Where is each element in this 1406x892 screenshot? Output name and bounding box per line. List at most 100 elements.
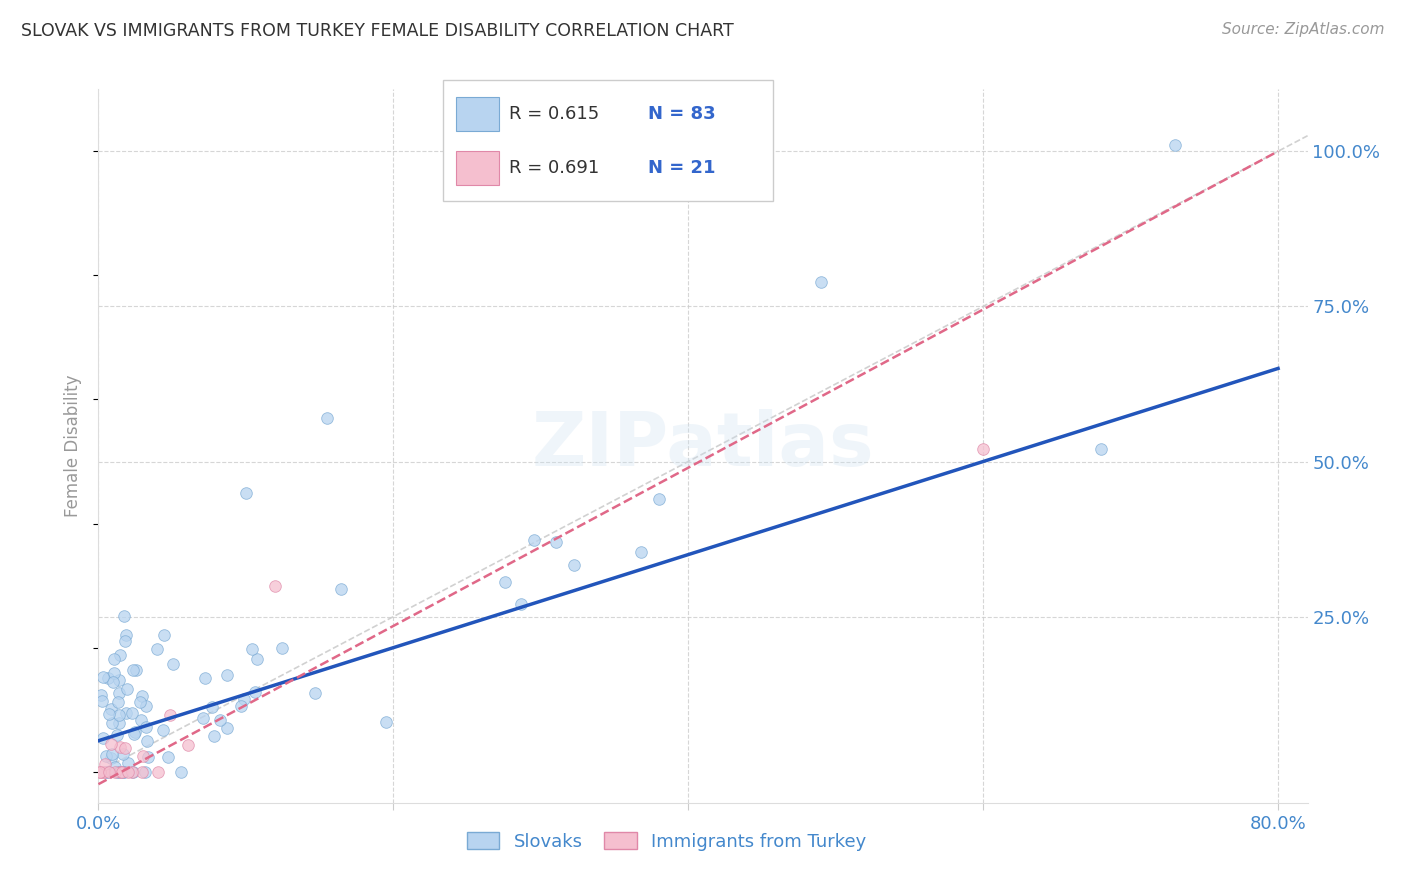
Point <box>91 694 114 708</box>
Point <box>229 698 252 713</box>
Point <box>112 608 135 623</box>
Point <box>233 691 256 706</box>
Point <box>101 715 124 730</box>
Point <box>145 641 167 656</box>
Point <box>101 747 124 761</box>
Point <box>630 545 652 559</box>
Point <box>136 749 159 764</box>
Text: SLOVAK VS IMMIGRANTS FROM TURKEY FEMALE DISABILITY CORRELATION CHART: SLOVAK VS IMMIGRANTS FROM TURKEY FEMALE … <box>21 22 734 40</box>
Point <box>562 558 585 572</box>
Point <box>104 760 127 774</box>
Point <box>91 731 114 745</box>
Bar <box>456 97 499 131</box>
Point <box>243 685 266 699</box>
Point <box>90 764 112 779</box>
Point <box>121 706 143 720</box>
Point <box>117 764 139 779</box>
Point <box>115 706 138 720</box>
Point <box>271 640 294 655</box>
Point <box>135 734 157 748</box>
Point <box>124 727 146 741</box>
Point <box>129 713 152 727</box>
Bar <box>456 152 499 185</box>
Point <box>124 725 146 739</box>
Point <box>100 737 122 751</box>
Point <box>107 695 129 709</box>
Point <box>94 764 117 779</box>
Point <box>89 764 111 779</box>
Y-axis label: Female Disability: Female Disability <box>65 375 83 517</box>
Point <box>108 648 131 662</box>
Point <box>217 667 239 681</box>
Point <box>159 707 181 722</box>
Text: R = 0.615: R = 0.615 <box>509 105 599 123</box>
Point <box>201 699 224 714</box>
Text: N = 83: N = 83 <box>648 105 716 123</box>
Point <box>108 686 131 700</box>
Point <box>108 740 131 755</box>
Point <box>93 764 115 779</box>
Point <box>100 702 122 716</box>
Point <box>117 756 139 771</box>
Point <box>523 533 546 547</box>
Point <box>264 579 287 593</box>
Point <box>104 764 127 779</box>
Point <box>170 764 193 779</box>
Point <box>122 764 145 779</box>
Point <box>494 574 516 589</box>
Point <box>134 764 156 779</box>
Point <box>1164 138 1187 153</box>
Text: R = 0.691: R = 0.691 <box>509 159 599 178</box>
Point <box>135 720 157 734</box>
Point <box>1090 442 1112 456</box>
Legend: Slovaks, Immigrants from Turkey: Slovaks, Immigrants from Turkey <box>460 825 875 858</box>
Point <box>97 764 120 779</box>
Point <box>111 764 134 779</box>
Point <box>121 764 143 779</box>
Point <box>98 764 121 779</box>
Point <box>146 764 169 779</box>
Point <box>108 764 131 779</box>
Point <box>112 764 135 779</box>
Point <box>90 688 112 702</box>
Point <box>114 740 136 755</box>
Text: ZIPatlas: ZIPatlas <box>531 409 875 483</box>
Point <box>122 663 145 677</box>
Point <box>91 670 114 684</box>
Point <box>209 714 232 728</box>
Point <box>240 642 263 657</box>
Point <box>115 628 138 642</box>
Point <box>103 665 125 680</box>
Point <box>152 723 174 738</box>
Point <box>304 686 326 700</box>
Point <box>162 657 184 671</box>
Point <box>215 721 238 735</box>
Point <box>509 597 531 611</box>
Point <box>89 764 111 779</box>
Point <box>810 275 832 289</box>
Point <box>202 729 225 743</box>
Point <box>157 750 180 764</box>
Point <box>107 673 129 687</box>
Point <box>177 738 200 752</box>
Point <box>108 707 131 722</box>
Point <box>110 764 132 779</box>
Text: N = 21: N = 21 <box>648 159 716 178</box>
Point <box>193 711 215 725</box>
Point <box>135 699 157 714</box>
Point <box>316 411 339 425</box>
Point <box>235 485 257 500</box>
Point <box>100 751 122 765</box>
Point <box>114 633 136 648</box>
Text: Source: ZipAtlas.com: Source: ZipAtlas.com <box>1222 22 1385 37</box>
Point <box>972 442 994 456</box>
Point <box>105 764 128 779</box>
Point <box>94 748 117 763</box>
Point <box>375 715 398 730</box>
Point <box>124 663 146 677</box>
Point <box>544 535 567 549</box>
Point <box>330 582 353 597</box>
Point <box>111 747 134 762</box>
Point <box>110 764 132 779</box>
Point <box>129 695 152 709</box>
